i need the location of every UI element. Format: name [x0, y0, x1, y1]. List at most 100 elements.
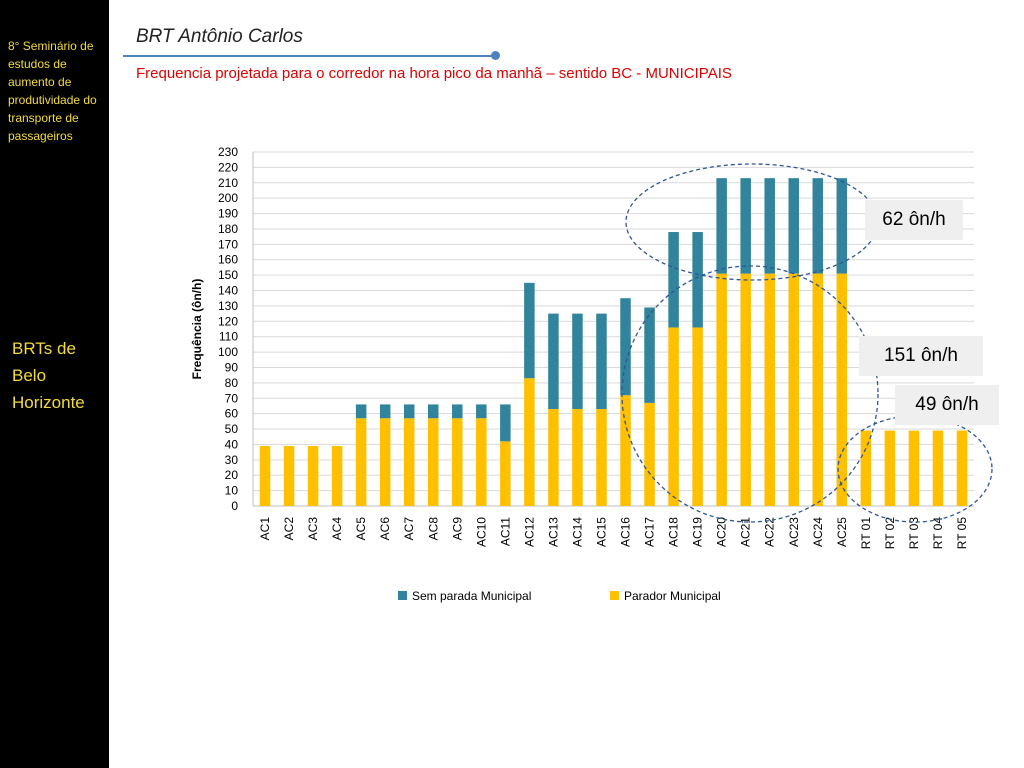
bar-parador-rt05 — [956, 430, 968, 506]
x-tick-label: AC3 — [306, 517, 320, 541]
y-tick-label: 40 — [225, 437, 239, 451]
x-tick-label: AC22 — [763, 517, 777, 547]
x-tick-label: AC17 — [643, 517, 657, 547]
x-tick-label: RT 05 — [955, 517, 969, 550]
x-tick-label: AC10 — [474, 517, 488, 547]
x-tick-label: AC2 — [282, 517, 296, 541]
x-tick-label: AC13 — [546, 517, 560, 547]
bar-parador-ac1 — [259, 445, 271, 506]
bar-parador-ac18 — [668, 327, 679, 506]
bar-sem-parada-ac12 — [524, 282, 535, 379]
bar-parador-ac16 — [620, 395, 631, 506]
bar-sem-parada-ac7 — [403, 404, 415, 419]
legend-label-sem-parada: Sem parada Municipal — [412, 589, 531, 603]
y-tick-label: 140 — [218, 284, 238, 298]
page-title: BRT Antônio Carlos — [136, 26, 303, 47]
brts-label: BRTs de Belo Horizonte — [12, 339, 85, 412]
bar-sem-parada-ac23 — [788, 178, 799, 274]
highlight-ellipse-middle — [621, 265, 879, 523]
x-tick-label: AC8 — [426, 517, 440, 541]
y-tick-label: 90 — [225, 360, 239, 374]
bar-sem-parada-ac8 — [428, 404, 439, 419]
x-tick-label: AC18 — [667, 517, 681, 547]
x-tick-label: AC9 — [450, 517, 464, 541]
bar-sem-parada-ac11 — [500, 404, 511, 442]
bar-parador-ac4 — [331, 445, 343, 506]
bar-parador-ac22 — [764, 273, 775, 506]
x-tick-label: AC6 — [378, 517, 392, 541]
seminar-label: 8° Seminário de estudos de aumento de pr… — [8, 39, 97, 143]
x-tick-label: AC19 — [691, 517, 705, 547]
bar-parador-ac20 — [716, 273, 727, 506]
y-tick-label: 0 — [231, 499, 238, 513]
bar-parador-ac24 — [812, 273, 824, 506]
bar-parador-ac15 — [596, 409, 607, 506]
bar-parador-ac14 — [572, 409, 583, 506]
y-tick-label: 110 — [219, 330, 238, 344]
callout-parador: 151 ôn/h — [859, 336, 983, 376]
legend-swatch-sem-parada — [398, 591, 407, 600]
bar-parador-ac5 — [355, 418, 367, 506]
bar-parador-ac21 — [740, 273, 751, 506]
bar-parador-ac12 — [524, 378, 535, 506]
bar-parador-ac9 — [452, 418, 463, 506]
x-tick-label: RT 03 — [907, 517, 921, 550]
x-tick-label: RT 01 — [859, 517, 873, 550]
bar-parador-ac10 — [476, 418, 487, 506]
bar-sem-parada-ac9 — [452, 404, 463, 419]
y-tick-label: 130 — [218, 299, 238, 313]
title-underline-dot — [491, 51, 500, 60]
x-tick-label: AC4 — [330, 517, 344, 541]
x-tick-label: AC15 — [594, 517, 608, 547]
page-subtitle: Frequencia projetada para o corredor na … — [136, 65, 732, 82]
y-tick-label: 230 — [218, 145, 238, 159]
bar-parador-ac23 — [788, 273, 799, 506]
y-tick-label: 200 — [218, 191, 238, 205]
y-tick-label: 220 — [218, 160, 238, 174]
x-tick-label: AC21 — [739, 517, 753, 547]
y-tick-label: 20 — [225, 468, 239, 482]
y-tick-label: 190 — [218, 207, 238, 221]
y-tick-label: 150 — [218, 268, 238, 282]
bar-parador-ac13 — [548, 409, 559, 506]
y-tick-label: 120 — [218, 314, 238, 328]
bar-sem-parada-ac5 — [355, 404, 367, 419]
bar-sem-parada-ac17 — [644, 307, 655, 403]
y-tick-label: 60 — [225, 407, 239, 421]
x-tick-label: AC25 — [835, 517, 849, 547]
y-tick-label: 160 — [218, 253, 238, 267]
callout-sem-parada: 62 ôn/h — [865, 200, 963, 240]
legend-swatch-parador — [610, 591, 619, 600]
bar-parador-ac8 — [428, 418, 439, 506]
x-tick-label: AC12 — [522, 517, 536, 547]
bar-sem-parada-ac14 — [572, 313, 583, 410]
bar-sem-parada-ac13 — [548, 313, 559, 410]
bar-parador-ac11 — [500, 441, 511, 506]
bar-sem-parada-ac19 — [692, 232, 703, 328]
bar-sem-parada-ac15 — [596, 313, 607, 410]
y-tick-label: 50 — [225, 422, 239, 436]
x-tick-label: AC16 — [619, 517, 633, 547]
x-tick-label: AC7 — [402, 517, 416, 541]
bar-parador-rt03 — [908, 430, 920, 506]
sidebar: 8° Seminário de estudos de aumento de pr… — [0, 0, 109, 768]
x-tick-label: AC24 — [811, 517, 825, 547]
bar-sem-parada-ac21 — [740, 178, 751, 274]
bar-parador-ac6 — [379, 418, 391, 506]
y-axis-title: Frequência (ôn/h) — [190, 279, 204, 380]
bar-sem-parada-ac10 — [476, 404, 487, 419]
bar-sem-parada-ac24 — [812, 178, 824, 274]
x-tick-label: AC11 — [498, 517, 512, 546]
bar-parador-ac25 — [836, 273, 848, 506]
y-tick-label: 180 — [218, 222, 238, 236]
bar-sem-parada-ac22 — [764, 178, 775, 274]
callout-rt: 49 ôn/h — [895, 385, 999, 425]
x-tick-label: RT 02 — [883, 517, 897, 550]
legend-label-parador: Parador Municipal — [624, 589, 721, 603]
x-tick-label: RT 04 — [931, 517, 945, 550]
bar-sem-parada-ac25 — [836, 178, 848, 274]
x-tick-label: AC20 — [715, 517, 729, 547]
y-tick-label: 170 — [218, 237, 238, 251]
x-tick-label: AC23 — [787, 517, 801, 547]
